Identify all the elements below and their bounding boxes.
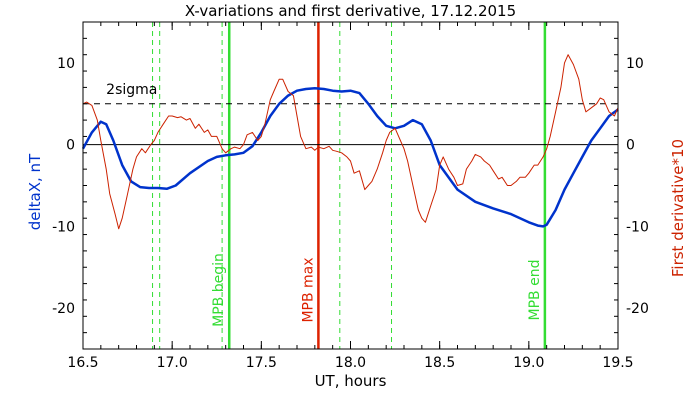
y-left-tick-label-0: -20 (52, 301, 75, 317)
marker-label-mpb-begin: MPB begin (211, 253, 227, 327)
y-right-tick-label-3: 10 (626, 56, 644, 72)
y-axis-label-left: deltaX, nT (26, 153, 44, 230)
series-deltax-line (81, 86, 619, 228)
x-tick-label-2: 17.5 (246, 355, 277, 371)
x-tick-label-4: 18.5 (424, 355, 455, 371)
y-left-tick-label-1: -10 (52, 219, 75, 235)
series-derivative-line (82, 54, 619, 230)
x-tick-label-1: 17.0 (157, 355, 188, 371)
chart-title: X-variations and first derivative, 17.12… (185, 2, 516, 20)
x-tick-label-5: 19.0 (513, 355, 544, 371)
event-markers: MPB begin MPB max MPB end (152, 22, 547, 349)
y-left-tick-label-2: 0 (66, 138, 75, 154)
marker-label-mpb-end: MPB end (527, 260, 543, 321)
y-right-tick-label-2: 0 (626, 138, 635, 154)
chart-labels: X-variations and first derivative, 17.12… (26, 2, 687, 390)
y-right-tick-label-1: -10 (626, 219, 649, 235)
x-tick-label-6: 19.5 (602, 355, 633, 371)
y-axis-label-right: First derivative*10 (669, 139, 687, 277)
x-tick-label-0: 16.5 (67, 355, 98, 371)
x-axis-label: UT, hours (315, 372, 387, 390)
y-right-tick-label-0: -20 (626, 301, 649, 317)
y-left-tick-label-3: 10 (57, 56, 75, 72)
threshold-label: 2sigma (106, 82, 157, 98)
series-group (81, 54, 619, 230)
x-tick-label-3: 18.0 (335, 355, 366, 371)
marker-label-mpb-max: MPB max (300, 257, 316, 322)
threshold-line-group: 2sigma (83, 82, 618, 146)
tick-labels: 16.5 17.0 17.5 18.0 18.5 19.0 19.5 -20 -10 0 10 -20… (52, 56, 649, 371)
axes (82, 21, 619, 350)
